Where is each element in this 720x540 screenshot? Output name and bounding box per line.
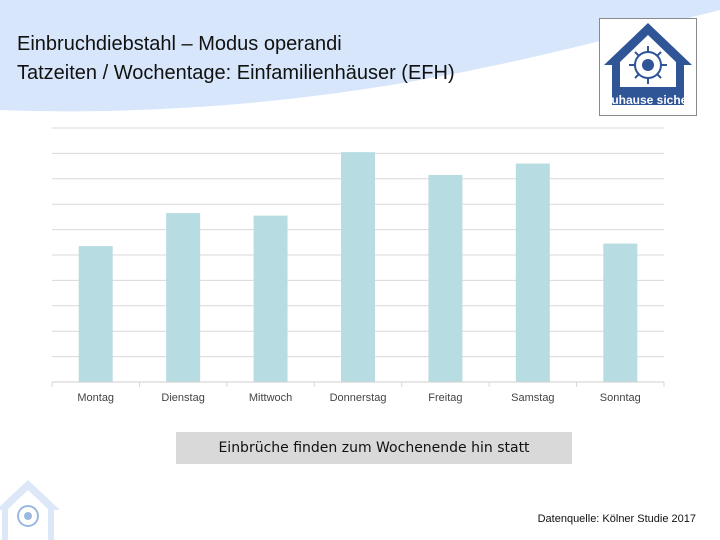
bar-freitag: [428, 174, 463, 382]
bar-sonntag: [603, 243, 638, 382]
x-tick-label: Sonntag: [600, 392, 641, 404]
bar-samstag: [515, 163, 550, 382]
title-line-1: Einbruchdiebstahl – Modus operandi: [17, 33, 342, 55]
bar-mittwoch: [253, 215, 288, 382]
x-tick-label: Dienstag: [161, 392, 204, 404]
logo-subtext: Eine Initiative Ihrer Polizei: [624, 107, 672, 112]
bar-chart: Montag Dienstag Mittwoch Donnerstag Freitag S…: [51, 127, 665, 404]
bar-dienstag: [166, 213, 201, 382]
bar-donnerstag: [341, 152, 375, 382]
x-tick-label: Donnerstag: [330, 392, 387, 404]
chart-bars: [78, 152, 638, 382]
x-tick-label: Freitag: [428, 392, 462, 404]
corner-house-icon: [0, 480, 60, 540]
zuhause-sicher-logo: Zuhause sicher Eine Initiative Ihrer Pol…: [599, 18, 697, 116]
x-tick-label: Samstag: [511, 392, 554, 404]
chart-caption: Einbrüche finden zum Wochenende hin stat…: [176, 432, 572, 464]
title-line-2: Tatzeiten / Wochentage: Einfamilienhäuse…: [17, 62, 455, 84]
header-background: [0, 0, 720, 112]
slide-title: Einbruchdiebstahl – Modus operandi Tatze…: [17, 30, 455, 88]
house-shield-icon: [604, 23, 692, 105]
bar-montag: [78, 246, 113, 382]
data-source-note: Datenquelle: Kölner Studie 2017: [537, 513, 696, 525]
chart-x-labels: Montag Dienstag Mittwoch Donnerstag Freitag S…: [51, 381, 665, 404]
x-tick-label: Montag: [77, 392, 114, 404]
logo-text: Zuhause sicher: [604, 93, 693, 107]
x-tick-label: Mittwoch: [249, 392, 292, 404]
